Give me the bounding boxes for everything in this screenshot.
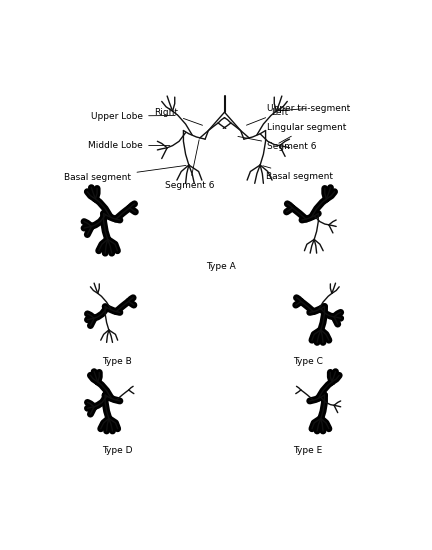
Text: Middle Lobe: Middle Lobe	[89, 141, 170, 150]
Text: Type E: Type E	[293, 446, 322, 455]
Text: Basal segment: Basal segment	[64, 166, 186, 182]
Text: Upper Lobe: Upper Lobe	[91, 112, 175, 120]
Text: Type A: Type A	[206, 262, 236, 271]
Text: Segment 6: Segment 6	[165, 140, 214, 190]
Text: Type D: Type D	[102, 446, 133, 455]
Text: Type B: Type B	[102, 357, 132, 366]
Text: Basal segment: Basal segment	[263, 166, 333, 180]
Text: Left: Left	[247, 108, 288, 125]
Text: Type C: Type C	[293, 357, 323, 366]
Text: Right: Right	[154, 108, 203, 125]
Text: Segment 6: Segment 6	[238, 136, 317, 151]
Text: Upper tri-segment: Upper tri-segment	[267, 104, 350, 113]
Text: Lingular segment: Lingular segment	[267, 123, 346, 143]
